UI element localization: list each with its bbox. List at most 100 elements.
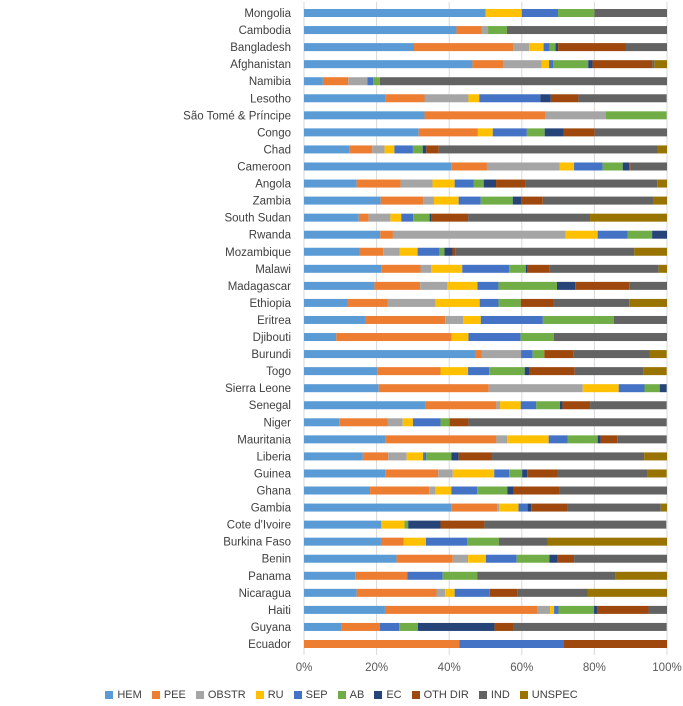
bar-segment-sep: [468, 367, 490, 376]
bar-segment-obstr: [400, 179, 433, 188]
bar-segment-ru: [462, 315, 481, 324]
bar-segment-hem: [304, 9, 486, 17]
legend-label: PEE: [163, 689, 186, 701]
bar-segment-hem: [304, 367, 378, 376]
bar-segment-ind: [559, 486, 667, 495]
bar-segment-hem: [304, 77, 323, 86]
legend-item: HEM: [105, 689, 142, 701]
category-label: Malawi: [255, 264, 291, 276]
bar-segment-obstr: [383, 247, 400, 256]
bar-segment-ind: [492, 452, 645, 461]
category-label: Liberia: [256, 451, 291, 463]
bar-segment-ab: [426, 452, 452, 461]
bar-segment-unspec: [587, 588, 667, 597]
bar-segment-ru: [447, 281, 478, 290]
bar-segment-sep: [485, 554, 517, 563]
bar-segment-pee: [356, 179, 401, 188]
legend-label: SEP: [305, 689, 328, 701]
bar-segment-pee: [322, 77, 349, 86]
bar-segment-ec: [527, 503, 532, 512]
bar-segment-ind: [553, 298, 630, 307]
legend-item: OTH DIR: [411, 689, 469, 701]
bar-segment-hem: [304, 622, 342, 631]
bar-segment-sep: [494, 469, 510, 478]
legend: HEM PEE OBSTR RU SEP AB EC OTH DIR IND UNSPEC: [0, 689, 683, 701]
bar-segment-obstr: [537, 605, 551, 614]
bar-segment-ru: [406, 452, 424, 461]
legend-item: OBSTR: [195, 689, 246, 701]
bar-segment-obstr: [486, 162, 560, 171]
bar-segment-obstr: [392, 230, 566, 239]
category-label: Nicaragua: [239, 588, 292, 600]
bar-segment-ind: [630, 162, 667, 171]
legend-label: IND: [490, 689, 510, 701]
bar-segment-ind: [506, 26, 667, 35]
bar-segment-pee: [374, 281, 421, 290]
bar-segment-ec: [588, 60, 593, 69]
bar-segment-hem: [304, 128, 419, 137]
category-label: South Sudan: [224, 213, 291, 225]
bar-segment-oth-dir: [575, 281, 630, 290]
bar-segment-oth-dir: [558, 43, 626, 52]
bar-segment-sep: [479, 94, 541, 103]
bar-segment-oth-dir: [440, 520, 485, 529]
bar-segment-ec: [555, 43, 559, 52]
bar-segment-unspec: [657, 145, 667, 154]
bar-segment-ru: [468, 554, 486, 563]
bar-segment-pee: [384, 605, 538, 614]
bar-segment-pee: [418, 128, 478, 137]
category-label: Guinea: [254, 468, 292, 480]
bar-segment-sep: [477, 281, 499, 290]
category-labels: Mongolia Cambodia Bangladesh Afghanistan Nam…: [183, 8, 291, 651]
bar-segment-ab: [644, 384, 660, 393]
bar-segment-ab: [516, 554, 550, 563]
legend-label: EC: [386, 689, 402, 701]
bar-segment-hem: [304, 486, 371, 495]
bar-segment-sep: [548, 435, 568, 444]
bar-segment-ab: [498, 281, 558, 290]
category-label: Panama: [248, 571, 291, 583]
bar-segment-ind: [557, 469, 648, 478]
bar-segment-sep: [412, 418, 441, 427]
bar-segment-ind: [574, 554, 667, 563]
bar-segment-ab: [627, 230, 653, 239]
bar-segment-ind: [468, 418, 667, 427]
bar-segment-sep: [454, 179, 474, 188]
legend-label: AB: [349, 689, 365, 701]
bar-segment-hem: [304, 196, 381, 205]
bar-segment-oth-dir: [458, 452, 493, 461]
bar-segment-oth-dir: [629, 162, 631, 171]
bar-segment-oth-dir: [527, 469, 558, 478]
legend-swatch: [374, 691, 383, 699]
bar-segment-unspec: [649, 350, 667, 359]
bar-segment-oth-dir: [496, 179, 526, 188]
bar-segment-unspec: [629, 298, 667, 307]
bar-segment-pee: [396, 554, 453, 563]
bar-segment-sep: [458, 196, 481, 205]
bar-segment-ab: [467, 537, 499, 546]
bar-segment-ec: [451, 452, 459, 461]
bar-segment-ind: [553, 333, 667, 342]
bar-segment-unspec: [647, 469, 667, 478]
bar-segment-hem: [304, 60, 473, 69]
bar-segment-ru: [431, 264, 463, 273]
bar-segment-hem: [304, 315, 365, 324]
bar-segment-pee: [456, 26, 482, 35]
bar-segment-ru: [541, 60, 550, 69]
legend-label: OTH DIR: [423, 689, 469, 701]
bar-segment-pee: [380, 537, 404, 546]
bar-segment-pee: [381, 264, 421, 273]
bar-segment-ec: [522, 469, 528, 478]
bar-segment-oth-dir: [520, 298, 554, 307]
bar-segment-unspec: [653, 196, 667, 205]
bar-segment-ind: [648, 605, 667, 614]
legend-swatch: [293, 691, 302, 699]
bar-segment-obstr: [481, 26, 489, 35]
bar-segment-ab: [373, 77, 380, 86]
bar-segment-obstr: [452, 554, 469, 563]
bar-segment-ru: [399, 247, 418, 256]
bar-segment-ec: [622, 162, 630, 171]
category-label: Madagascar: [228, 281, 291, 293]
bar-segment-pee: [362, 452, 389, 461]
